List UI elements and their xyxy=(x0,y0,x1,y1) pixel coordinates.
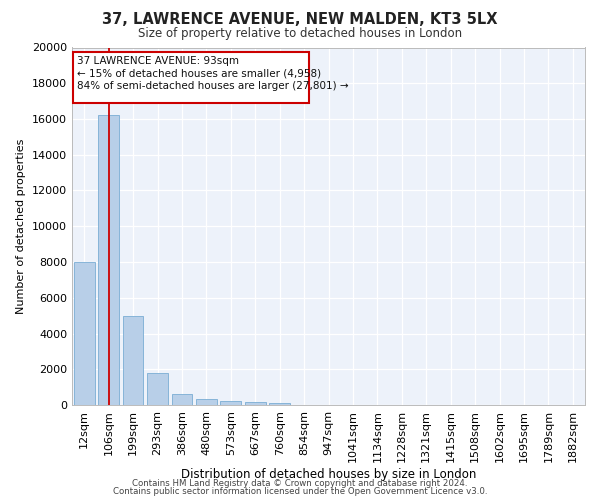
Text: Contains HM Land Registry data © Crown copyright and database right 2024.: Contains HM Land Registry data © Crown c… xyxy=(132,478,468,488)
Bar xyxy=(196,398,217,405)
Y-axis label: Number of detached properties: Number of detached properties xyxy=(16,138,26,314)
Bar xyxy=(269,403,290,405)
Bar xyxy=(122,316,143,405)
Bar xyxy=(98,116,119,405)
Text: 84% of semi-detached houses are larger (27,801) →: 84% of semi-detached houses are larger (… xyxy=(77,80,349,90)
Text: 37, LAWRENCE AVENUE, NEW MALDEN, KT3 5LX: 37, LAWRENCE AVENUE, NEW MALDEN, KT3 5LX xyxy=(102,12,498,28)
Bar xyxy=(245,402,266,405)
Text: Size of property relative to detached houses in London: Size of property relative to detached ho… xyxy=(138,28,462,40)
Bar xyxy=(220,401,241,405)
X-axis label: Distribution of detached houses by size in London: Distribution of detached houses by size … xyxy=(181,468,476,480)
Bar xyxy=(73,52,309,103)
Bar xyxy=(172,394,193,405)
Text: ← 15% of detached houses are smaller (4,958): ← 15% of detached houses are smaller (4,… xyxy=(77,68,321,78)
Bar xyxy=(74,262,95,405)
Text: Contains public sector information licensed under the Open Government Licence v3: Contains public sector information licen… xyxy=(113,487,487,496)
Bar xyxy=(147,373,168,405)
Text: 37 LAWRENCE AVENUE: 93sqm: 37 LAWRENCE AVENUE: 93sqm xyxy=(77,56,239,66)
